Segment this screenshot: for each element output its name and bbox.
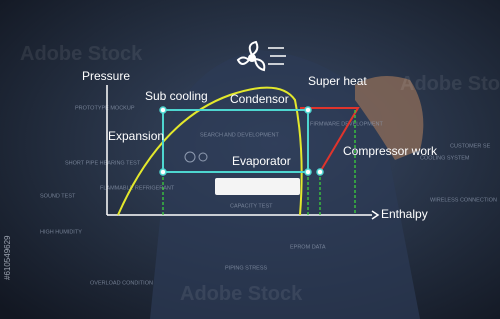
gear-icon xyxy=(198,152,208,162)
cycle-label: Condensor xyxy=(230,92,289,106)
background-text: COOLING SYSTEM xyxy=(420,155,470,161)
watermark: Adobe Stock xyxy=(20,43,143,65)
background-text: CUSTOMER SE xyxy=(450,143,491,149)
saturation-dome xyxy=(117,86,303,216)
ac-unit xyxy=(215,178,300,195)
background-text: PROTOTYPE MOCKUP xyxy=(75,105,135,111)
cycle-loop xyxy=(162,109,309,173)
x-axis-label: Enthalpy xyxy=(381,207,428,221)
background-text: CAPACITY TEST xyxy=(230,203,273,209)
watermark-id: #610549629 xyxy=(3,235,12,280)
y-axis-label: Pressure xyxy=(82,69,130,83)
background-texts: PROTOTYPE MOCKUP SEARCH AND DEVELOPMENT FI… xyxy=(40,105,497,286)
guide-lines xyxy=(162,110,356,215)
hand xyxy=(355,76,424,160)
cycle-label: Expansion xyxy=(108,129,164,143)
cycle-label: Evaporator xyxy=(232,154,291,168)
background-text: FLAMMABLE REFRIGERANT xyxy=(100,185,175,191)
background-text: EPROM DATA xyxy=(290,244,326,250)
watermark: Adobe Stock xyxy=(400,73,500,95)
background-text: OVERLOAD CONDITION xyxy=(90,280,153,286)
background-text: WIRELESS CONNECTION xyxy=(430,197,497,203)
watermark: Adobe Stock xyxy=(180,283,303,305)
cycle-label: Super heat xyxy=(308,74,367,88)
cycle-label: Compressor work xyxy=(343,144,438,158)
cycle-points xyxy=(159,106,324,176)
background-text: SHORT PIPE HEARING TEST xyxy=(65,160,141,166)
gear-icon xyxy=(184,151,196,163)
background-text: SOUND TEST xyxy=(40,193,76,199)
background-text: HIGH HUMIDITY xyxy=(40,229,82,235)
axis-arrow xyxy=(371,210,380,220)
superheat-line xyxy=(300,107,360,173)
fan-icon xyxy=(236,40,286,72)
background-text: SEARCH AND DEVELOPMENT xyxy=(200,132,279,138)
background-text: FIRMWARE DEVELOPMENT xyxy=(310,121,383,127)
cycle-label: Sub cooling xyxy=(145,89,208,103)
background-text: PIPING STRESS xyxy=(225,265,268,271)
